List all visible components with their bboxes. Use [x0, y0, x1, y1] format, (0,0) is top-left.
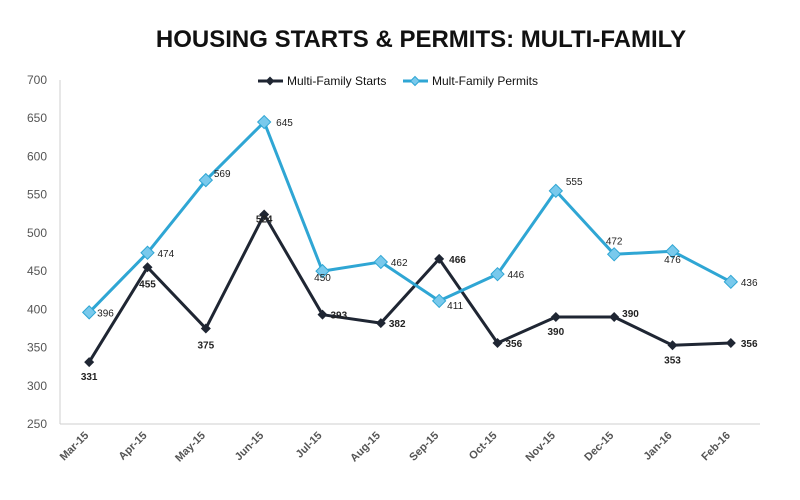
marker-starts — [317, 309, 328, 320]
marker-permits — [490, 266, 505, 282]
chart-title: HOUSING STARTS & PERMITS: MULTI-FAMILY — [156, 26, 686, 53]
x-tick-label: Feb-16 — [699, 430, 733, 464]
data-label-starts: 353 — [664, 355, 681, 366]
y-tick-label: 350 — [27, 341, 47, 355]
x-tick-label: May-15 — [173, 430, 208, 465]
x-tick-label: Jul-15 — [294, 430, 325, 461]
x-axis-ticks: Mar-15 Apr-15 May-15 Jun-15 Jul-15 Aug-15 Sep-… — [58, 430, 733, 465]
data-label-starts: 466 — [449, 255, 466, 266]
data-label-starts: 524 — [256, 215, 273, 226]
legend-starts-label: Multi-Family Starts — [287, 74, 386, 88]
marker-starts — [550, 311, 561, 322]
y-tick-label: 450 — [27, 264, 47, 278]
data-label-permits: 396 — [97, 308, 114, 319]
x-tick-label: Nov-15 — [524, 430, 558, 464]
data-label-starts: 393 — [331, 311, 348, 322]
data-label-permits: 436 — [741, 278, 758, 289]
data-label-starts: 331 — [81, 372, 98, 383]
marker-permits — [81, 305, 97, 320]
data-label-permits: 462 — [391, 258, 408, 269]
data-label-starts: 382 — [389, 319, 406, 330]
data-label-permits: 555 — [566, 177, 583, 188]
legend: Multi-Family Starts Mult-Family Permits — [258, 74, 538, 88]
marker-starts — [200, 323, 211, 334]
legend-starts-marker — [265, 76, 275, 86]
data-label-permits: 472 — [606, 236, 623, 247]
marker-permits — [373, 254, 389, 270]
data-label-permits: 474 — [158, 249, 175, 260]
marker-permits — [723, 274, 739, 290]
series-line-starts — [87, 213, 731, 363]
x-tick-label: Mar-15 — [58, 430, 92, 464]
x-tick-label: Jun-15 — [233, 430, 267, 464]
marker-permits — [665, 244, 680, 259]
data-labels-group: 331 455 375 524 393 382 466 356 390 390 353 356 396 4… — [81, 118, 758, 383]
series-group — [81, 114, 739, 368]
y-tick-label: 600 — [27, 149, 47, 163]
y-axis-ticks: 250 300 350 400 450 500 550 600 650 700 — [27, 73, 47, 431]
marker-permits — [548, 183, 564, 199]
marker-starts — [667, 340, 678, 351]
marker-starts — [725, 337, 736, 348]
x-tick-label: Oct-15 — [467, 430, 500, 463]
y-tick-label: 300 — [27, 379, 47, 393]
x-tick-label: Jan-16 — [641, 430, 674, 463]
y-tick-label: 500 — [27, 226, 47, 240]
data-label-starts: 356 — [506, 339, 523, 350]
marker-permits — [315, 263, 330, 279]
marker-permits — [256, 114, 272, 130]
data-label-permits: 411 — [447, 301, 463, 312]
series-line-permits — [88, 120, 732, 314]
x-tick-label: Apr-15 — [116, 430, 149, 463]
data-label-starts: 375 — [197, 340, 214, 351]
data-label-permits: 476 — [664, 255, 681, 266]
marker-starts — [84, 357, 95, 368]
legend-permits-label: Mult-Family Permits — [432, 74, 538, 88]
data-label-starts: 356 — [741, 339, 758, 350]
data-label-starts: 455 — [139, 279, 156, 290]
marker-permits — [606, 247, 622, 262]
marker-permits — [140, 245, 155, 260]
y-tick-label: 250 — [27, 417, 47, 431]
x-tick-label: Sep-15 — [407, 430, 441, 464]
data-label-permits: 569 — [214, 169, 231, 180]
x-tick-label: Dec-15 — [582, 430, 616, 464]
legend-permits-marker — [409, 75, 421, 87]
marker-permits — [431, 293, 447, 309]
data-label-starts: 390 — [547, 327, 564, 338]
marker-starts — [492, 337, 503, 348]
marker-permits — [198, 172, 214, 188]
data-label-permits: 446 — [508, 270, 525, 281]
marker-starts — [434, 253, 445, 264]
marker-starts — [375, 318, 386, 329]
y-tick-label: 550 — [27, 188, 47, 202]
axes — [59, 80, 760, 425]
marker-starts — [259, 209, 270, 220]
marker-starts — [609, 311, 620, 322]
y-tick-label: 700 — [27, 73, 47, 87]
marker-starts — [142, 262, 153, 273]
data-label-permits: 450 — [314, 273, 331, 284]
data-label-permits: 645 — [276, 118, 293, 129]
y-tick-label: 400 — [27, 302, 47, 316]
x-tick-label: Aug-15 — [348, 430, 383, 465]
data-label-starts: 390 — [622, 309, 639, 320]
y-tick-label: 650 — [27, 111, 47, 125]
